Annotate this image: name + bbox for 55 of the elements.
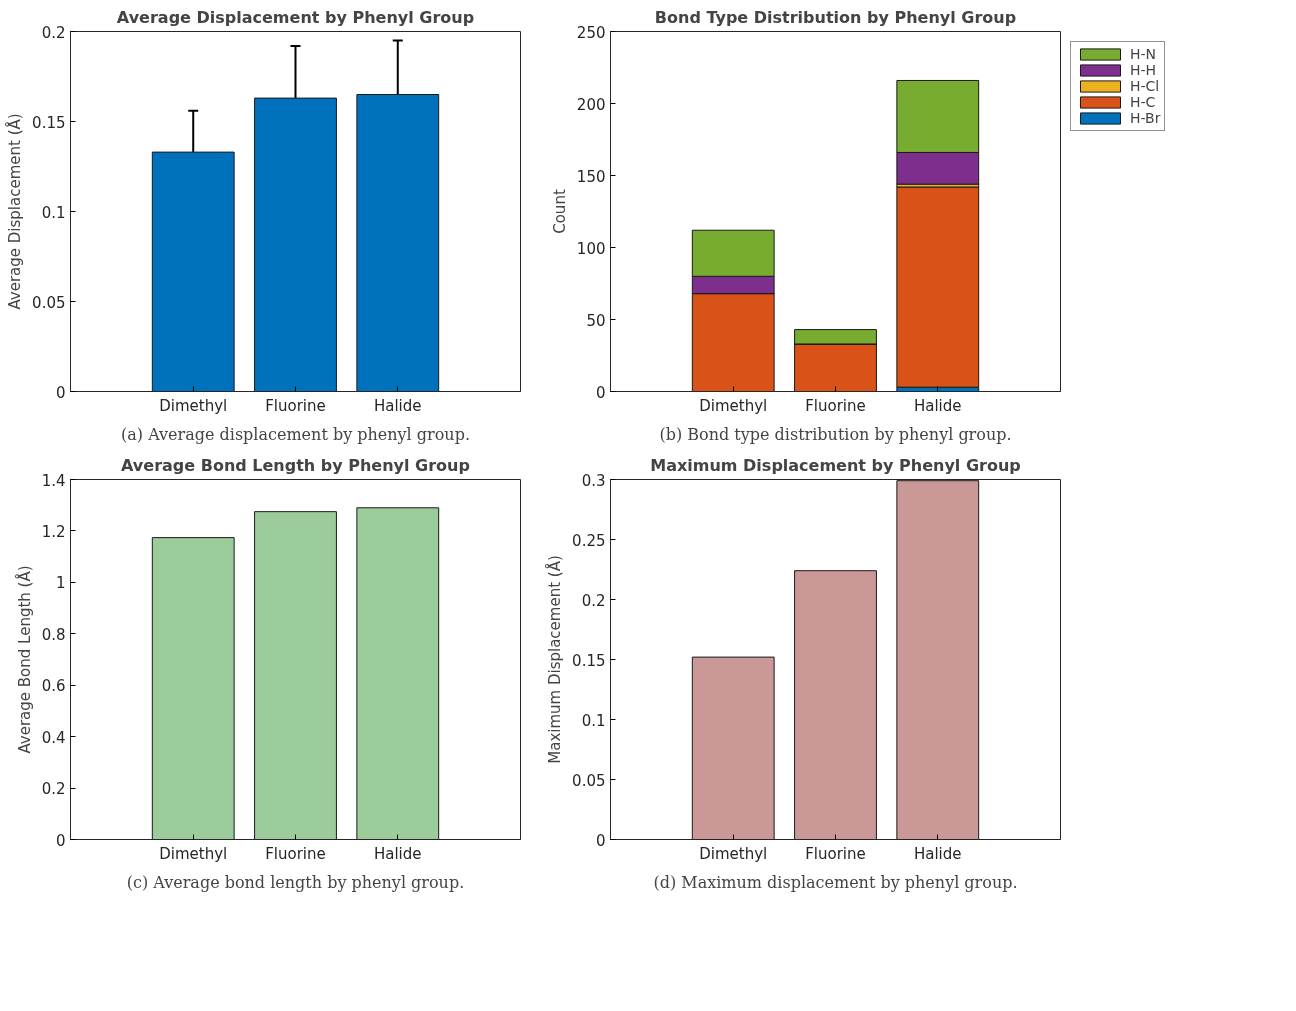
y-tick-label: 0.8 (41, 625, 66, 644)
x-tick-label: Fluorine (265, 844, 326, 863)
y-tick-label: 0.2 (41, 780, 66, 799)
x-tick-label: Dimethyl (699, 844, 768, 863)
y-tick-label: 0.4 (41, 728, 66, 747)
legend-label: H-C (1130, 94, 1156, 110)
chart-title: Maximum Displacement by Phenyl Group (650, 455, 1021, 475)
y-tick-label: 200 (576, 95, 606, 114)
x-tick-label: Dimethyl (159, 844, 228, 863)
y-tick-label: 250 (576, 23, 606, 42)
y-tick-label: 0.1 (41, 203, 66, 222)
x-tick-label: Halide (373, 396, 422, 415)
x-tick-label: Halide (913, 396, 962, 415)
x-tick-label: Dimethyl (159, 396, 228, 415)
text: (c) Average bond length by phenyl group. (126, 872, 465, 892)
y-tick-label: 50 (586, 311, 606, 330)
y-tick-label: 0 (595, 831, 606, 850)
y-tick-label: 1.2 (41, 522, 66, 541)
y-tick-label: 0 (595, 383, 606, 402)
legend-label: H-N (1130, 46, 1157, 62)
y-tick-label: 1 (55, 574, 66, 593)
legend-label: H-Br (1130, 110, 1161, 126)
legend-label: H-H (1130, 62, 1157, 78)
y-tick-label: 0.6 (41, 677, 66, 696)
y-axis-title: Maximum Displacement (Å) (545, 555, 565, 764)
chart-title: Bond Type Distribution by Phenyl Group (654, 7, 1017, 27)
y-tick-label: 0.2 (581, 591, 606, 610)
y-tick-label: 0.25 (572, 531, 606, 550)
x-tick-label: Dimethyl (699, 396, 768, 415)
x-tick-label: Fluorine (805, 844, 866, 863)
y-tick-label: 150 (576, 167, 606, 186)
y-tick-label: 0.05 (32, 293, 66, 312)
y-tick-label: 0 (55, 383, 66, 402)
legend-label: H-Cl (1130, 78, 1160, 94)
text: (a) Average displacement by phenyl group. (121, 424, 470, 444)
chart-title: Average Bond Length by Phenyl Group (121, 455, 470, 475)
y-tick-label: 0.3 (581, 471, 606, 490)
y-axis-title: Average Bond Length (Å) (14, 565, 34, 754)
x-tick-label: Fluorine (265, 396, 326, 415)
y-axis-title: Average Displacement (Å) (5, 113, 25, 310)
y-tick-label: 0.15 (572, 651, 606, 670)
text: (b) Bond type distribution by phenyl group. (659, 424, 1012, 444)
chart-title: Average Displacement by Phenyl Group (116, 7, 475, 27)
y-tick-label: 0.05 (572, 771, 606, 790)
y-tick-label: 100 (576, 239, 606, 258)
y-tick-label: 0.2 (41, 23, 66, 42)
y-tick-label: 0.1 (581, 711, 606, 730)
text: (d) Maximum displacement by phenyl group. (653, 872, 1018, 892)
y-axis-title: Count (550, 189, 569, 234)
y-tick-label: 1.4 (41, 471, 66, 490)
x-tick-label: Halide (913, 844, 962, 863)
x-tick-label: Halide (373, 844, 422, 863)
y-tick-label: 0.15 (32, 113, 66, 132)
y-tick-label: 0 (55, 831, 66, 850)
x-tick-label: Fluorine (805, 396, 866, 415)
